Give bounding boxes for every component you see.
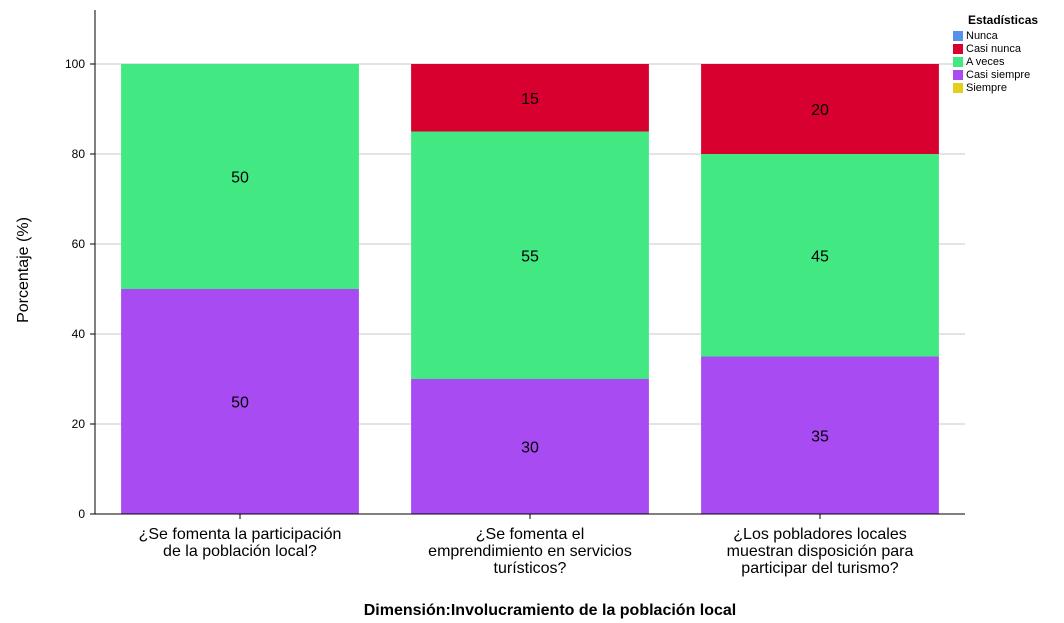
bar-segment — [701, 356, 939, 514]
legend-label: Casi siempre — [966, 68, 1031, 81]
legend-label: Siempre — [966, 81, 1007, 94]
x-tick-label: muestran disposición para — [727, 543, 914, 560]
data-label: 30 — [521, 440, 539, 457]
legend-swatch — [953, 43, 963, 54]
y-axis-title: Porcentaje (%) — [15, 217, 32, 323]
axes: 0 20 40 60 80 100 ¿Se fomenta la participación… — [65, 10, 965, 577]
data-label: 50 — [231, 170, 249, 187]
bar-segment — [701, 154, 939, 357]
y-tick-label: 20 — [72, 417, 86, 431]
legend-item: Casi siempre — [953, 68, 1061, 81]
bars — [121, 64, 939, 514]
bar-segment — [411, 64, 649, 132]
legend-swatch — [953, 56, 963, 67]
legend-items: Nunca Casi nunca A veces Casi siempre Siempr… — [951, 29, 1061, 94]
data-label: 35 — [811, 428, 829, 445]
x-tick-label: de la población local? — [163, 543, 317, 560]
bar-segment — [411, 379, 649, 514]
y-tick-label: 100 — [65, 57, 85, 71]
legend-item: Siempre — [953, 81, 1061, 94]
x-tick-label: ¿Se fomenta el — [476, 526, 585, 543]
legend-label: A veces — [966, 55, 1005, 68]
legend-title: Estadísticas — [968, 13, 1039, 27]
x-tick-label: participar del turismo? — [741, 560, 899, 577]
y-tick-label: 40 — [72, 327, 86, 341]
x-tick-label: ¿Se fomenta la participación — [139, 526, 342, 543]
bar-segment — [701, 64, 939, 154]
x-tick-label: turísticos? — [494, 560, 567, 577]
legend-swatch — [953, 69, 963, 80]
y-tick-label: 0 — [78, 507, 85, 521]
legend-label: Casi nunca — [966, 42, 1022, 55]
x-axis-title: Dimensión:Involucramiento de la població… — [364, 602, 737, 619]
data-labels: 50 50 30 55 15 35 45 20 — [231, 91, 829, 457]
x-tick-label: ¿Los pobladores locales — [733, 526, 906, 543]
data-label: 20 — [811, 102, 829, 119]
bar-segment — [411, 131, 649, 379]
data-label: 45 — [811, 248, 829, 265]
legend-item: A veces — [953, 55, 1061, 68]
legend-swatch — [953, 82, 963, 93]
bar-segment — [121, 64, 359, 289]
legend-item: Casi nunca — [953, 42, 1061, 55]
x-tick-label: emprendimiento en servicios — [428, 543, 632, 560]
legend-label: Nunca — [966, 29, 998, 42]
legend-item: Nunca — [953, 29, 1061, 42]
data-label: 50 — [231, 395, 249, 412]
y-tick-label: 60 — [72, 237, 86, 251]
legend-swatch — [953, 30, 963, 41]
legend: Estadísticas Nunca Casi nunca A veces Casi … — [951, 13, 1061, 94]
bar-segment — [121, 289, 359, 514]
y-tick-label: 80 — [72, 147, 86, 161]
data-label: 55 — [521, 248, 539, 265]
data-label: 15 — [521, 91, 539, 108]
